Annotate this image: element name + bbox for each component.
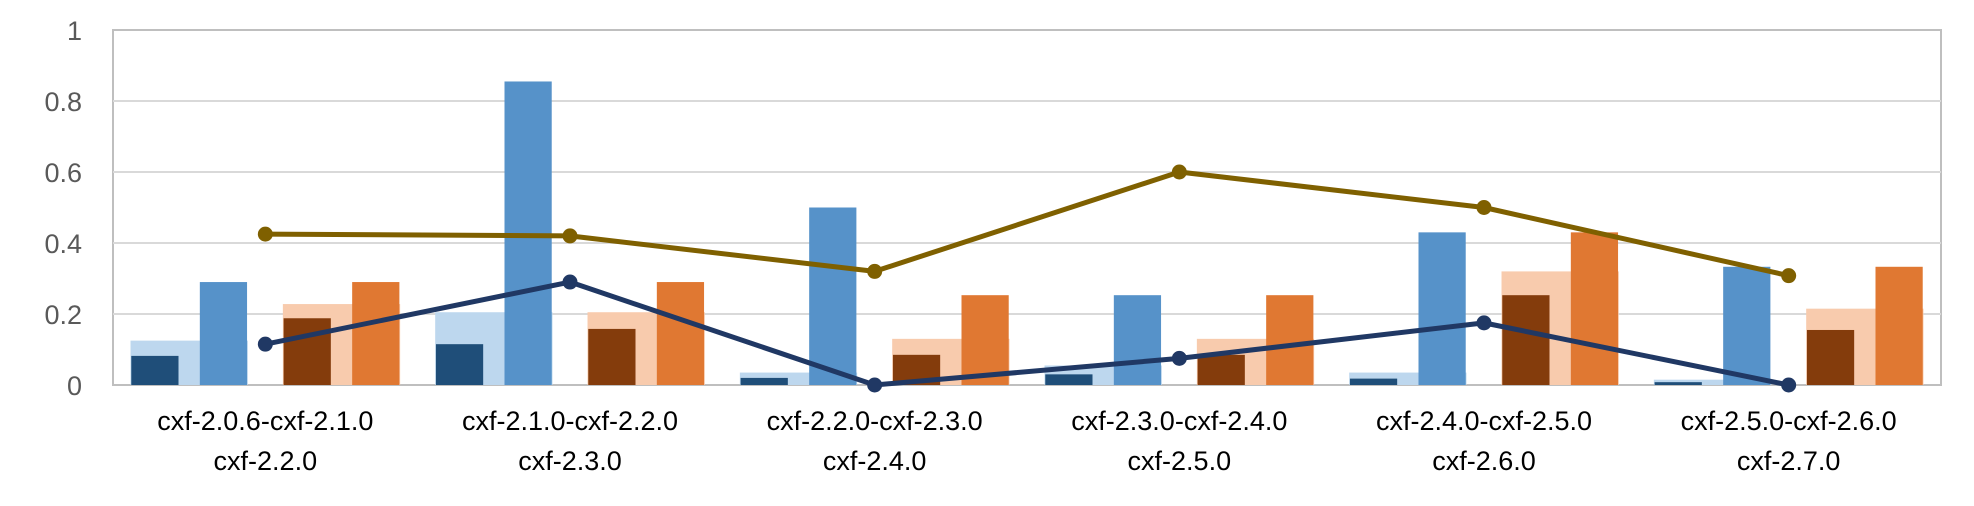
series-point-2 [257,226,273,242]
series-point-2 [1781,268,1797,284]
orange-mid-bar [1266,295,1314,385]
lines [257,164,1797,393]
series-point-2 [1171,164,1187,180]
orange-mid-bar [656,282,705,385]
x-axis-labels: cxf-2.0.6-cxf-2.1.0 cxf-2.2.0 cxf-2.1.0-cx… [157,406,1896,476]
y-tick-label: 1 [67,16,82,46]
plot-area [112,29,1942,386]
series-point-1 [1171,350,1187,366]
blue-background-bar [1653,379,1772,385]
x-category-label: cxf-2.4.0 [823,446,927,476]
y-tick-label: 0.2 [44,300,82,330]
series-line-2 [265,169,1790,279]
series-point-1 [1476,315,1492,331]
series-point-1 [867,377,883,393]
orange-mid-bar [352,282,400,385]
y-tick-label: 0 [67,371,82,401]
orange-dark-bar [283,318,331,385]
x-category-label: cxf-2.4.0-cxf-2.5.0 [1376,406,1592,436]
orange-dark-bar [1197,354,1245,385]
blue-mid-bar [809,207,857,385]
x-category-label: cxf-2.5.0-cxf-2.6.0 [1681,406,1897,436]
x-category-label: cxf-2.3.0-cxf-2.4.0 [1071,406,1287,436]
x-category-label: cxf-2.5.0 [1128,446,1232,476]
blue-dark-bar [1349,378,1398,385]
x-category-label: cxf-2.6.0 [1432,446,1536,476]
x-category-label: cxf-2.7.0 [1737,446,1841,476]
x-category-label: cxf-2.1.0-cxf-2.2.0 [462,406,678,436]
series-point-1 [1781,377,1797,393]
orange-mid-bar [1570,232,1619,385]
series-point-2 [867,263,883,279]
orange-dark-bar [588,328,636,385]
blue-mid-bar [1113,295,1162,385]
blue-dark-bar [435,344,484,385]
bars [130,81,1924,385]
series-line-1 [264,279,1790,388]
blue-mid-bar [1723,266,1771,385]
blue-mid-bar [199,282,248,385]
orange-dark-bar [1502,295,1550,385]
x-category-label: cxf-2.0.6-cxf-2.1.0 [157,406,373,436]
y-tick-label: 0.6 [44,158,82,188]
y-axis-ticks: 0 0.2 0.4 0.6 0.8 1 [44,16,82,401]
y-tick-label: 0.4 [44,229,82,259]
orange-dark-bar [1806,329,1855,385]
series-point-2 [562,228,578,244]
series-point-1 [562,274,578,290]
orange-mid-bar [961,295,1009,385]
x-category-label: cxf-2.3.0 [518,446,622,476]
blue-dark-bar [740,377,788,385]
x-category-label: cxf-2.2.0 [214,446,318,476]
series-point-1 [257,336,273,352]
blue-dark-bar [131,355,179,385]
orange-mid-bar [1875,266,1923,385]
blue-dark-bar [1654,382,1702,385]
y-tick-label: 0.8 [44,87,82,117]
x-category-label: cxf-2.2.0-cxf-2.3.0 [767,406,983,436]
series-point-2 [1476,200,1492,215]
blue-dark-bar [1045,374,1093,385]
blue-mid-bar [1418,232,1466,385]
